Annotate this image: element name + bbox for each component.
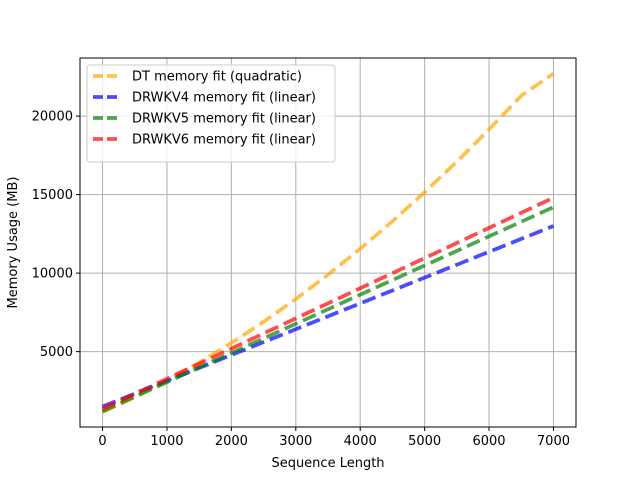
- x-tick-label: 4000: [344, 434, 377, 449]
- series-line-4: [101, 196, 555, 411]
- x-tick-label: 5000: [408, 434, 441, 449]
- x-tick-label: 6000: [472, 434, 505, 449]
- series-layer: [101, 72, 555, 414]
- ticks: 0 1000 2000 3000 4000 5000 6000 7000 5000 10000 15…: [32, 110, 570, 449]
- series-line-2: [101, 224, 555, 409]
- legend-label-4: DRWKV6 memory fit (linear): [132, 133, 316, 148]
- x-tick-label: 1000: [150, 434, 183, 449]
- legend-label-2: DRWKV4 memory fit (linear): [132, 91, 316, 106]
- x-axis-label: Sequence Length: [271, 456, 384, 471]
- y-tick-label: 20000: [32, 110, 73, 125]
- y-tick-label: 10000: [32, 267, 73, 282]
- x-tick-label: 3000: [279, 434, 312, 449]
- legend-box: [86, 64, 336, 163]
- y-axis-label: Memory Usage (MB): [6, 177, 21, 309]
- legend-label-1: DT memory fit (quadratic): [132, 70, 302, 85]
- y-tick-label: 15000: [32, 188, 73, 203]
- x-tick-label: 7000: [537, 434, 570, 449]
- legend-label-3: DRWKV5 memory fit (linear): [132, 112, 316, 127]
- y-tick-label: 5000: [40, 345, 73, 360]
- x-tick-label: 0: [98, 434, 106, 449]
- x-tick-label: 2000: [215, 434, 248, 449]
- plot-frame: [79, 57, 577, 428]
- series-line-3: [101, 205, 555, 414]
- legend: DT memory fit (quadratic) DRWKV4 memory f…: [86, 64, 336, 163]
